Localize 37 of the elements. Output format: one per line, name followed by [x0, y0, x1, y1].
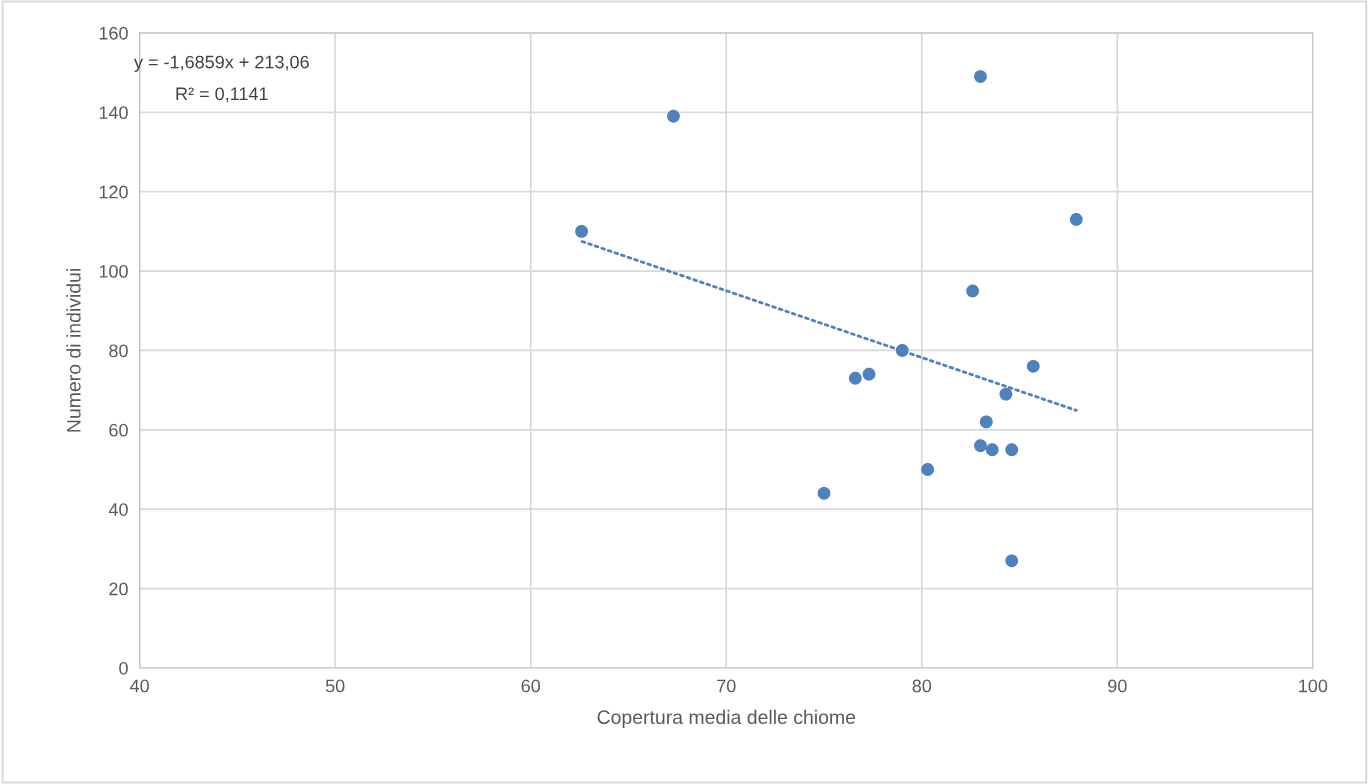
- x-tick-label: 50: [325, 679, 345, 693]
- point: [895, 344, 909, 357]
- annotation: R² = 0,1141: [176, 87, 268, 103]
- point: [966, 284, 980, 298]
- point: [862, 367, 876, 381]
- x-axis-title: Copertura media delle chiome: [597, 709, 856, 728]
- x-tick-label: 60: [521, 679, 541, 693]
- x-tick-label: 100: [1299, 679, 1328, 693]
- point: [985, 443, 999, 457]
- y-tick-label: 100: [99, 265, 128, 278]
- y-axis-title: Numero di individui: [66, 269, 81, 432]
- y-tick-label: 40: [108, 503, 128, 516]
- x-tick-label: 70: [717, 679, 736, 693]
- y-tick-label: 20: [109, 582, 128, 596]
- point: [999, 387, 1013, 401]
- point: [817, 486, 831, 500]
- point: [921, 463, 935, 476]
- y-tick-label: 120: [99, 185, 128, 199]
- point: [848, 371, 862, 385]
- annotation: y = -1,6859x + 213,06: [133, 55, 309, 72]
- point: [974, 439, 987, 453]
- point: [1069, 213, 1083, 226]
- point: [1005, 554, 1019, 568]
- y-tick-label: 60: [109, 423, 128, 437]
- x-tick-label: 90: [1108, 679, 1127, 693]
- point: [1026, 359, 1040, 373]
- point: [667, 109, 680, 123]
- x-tick-label: 40: [130, 679, 149, 693]
- y-tick-label: 0: [119, 661, 128, 675]
- y-tick-label: 140: [99, 106, 128, 120]
- point: [575, 224, 588, 238]
- point: [979, 415, 993, 429]
- point: [1005, 443, 1019, 457]
- y-tick-label: 160: [99, 26, 128, 40]
- y-tick-label: 80: [109, 344, 128, 358]
- point: [974, 70, 987, 83]
- x-tick-label: 80: [912, 679, 932, 693]
